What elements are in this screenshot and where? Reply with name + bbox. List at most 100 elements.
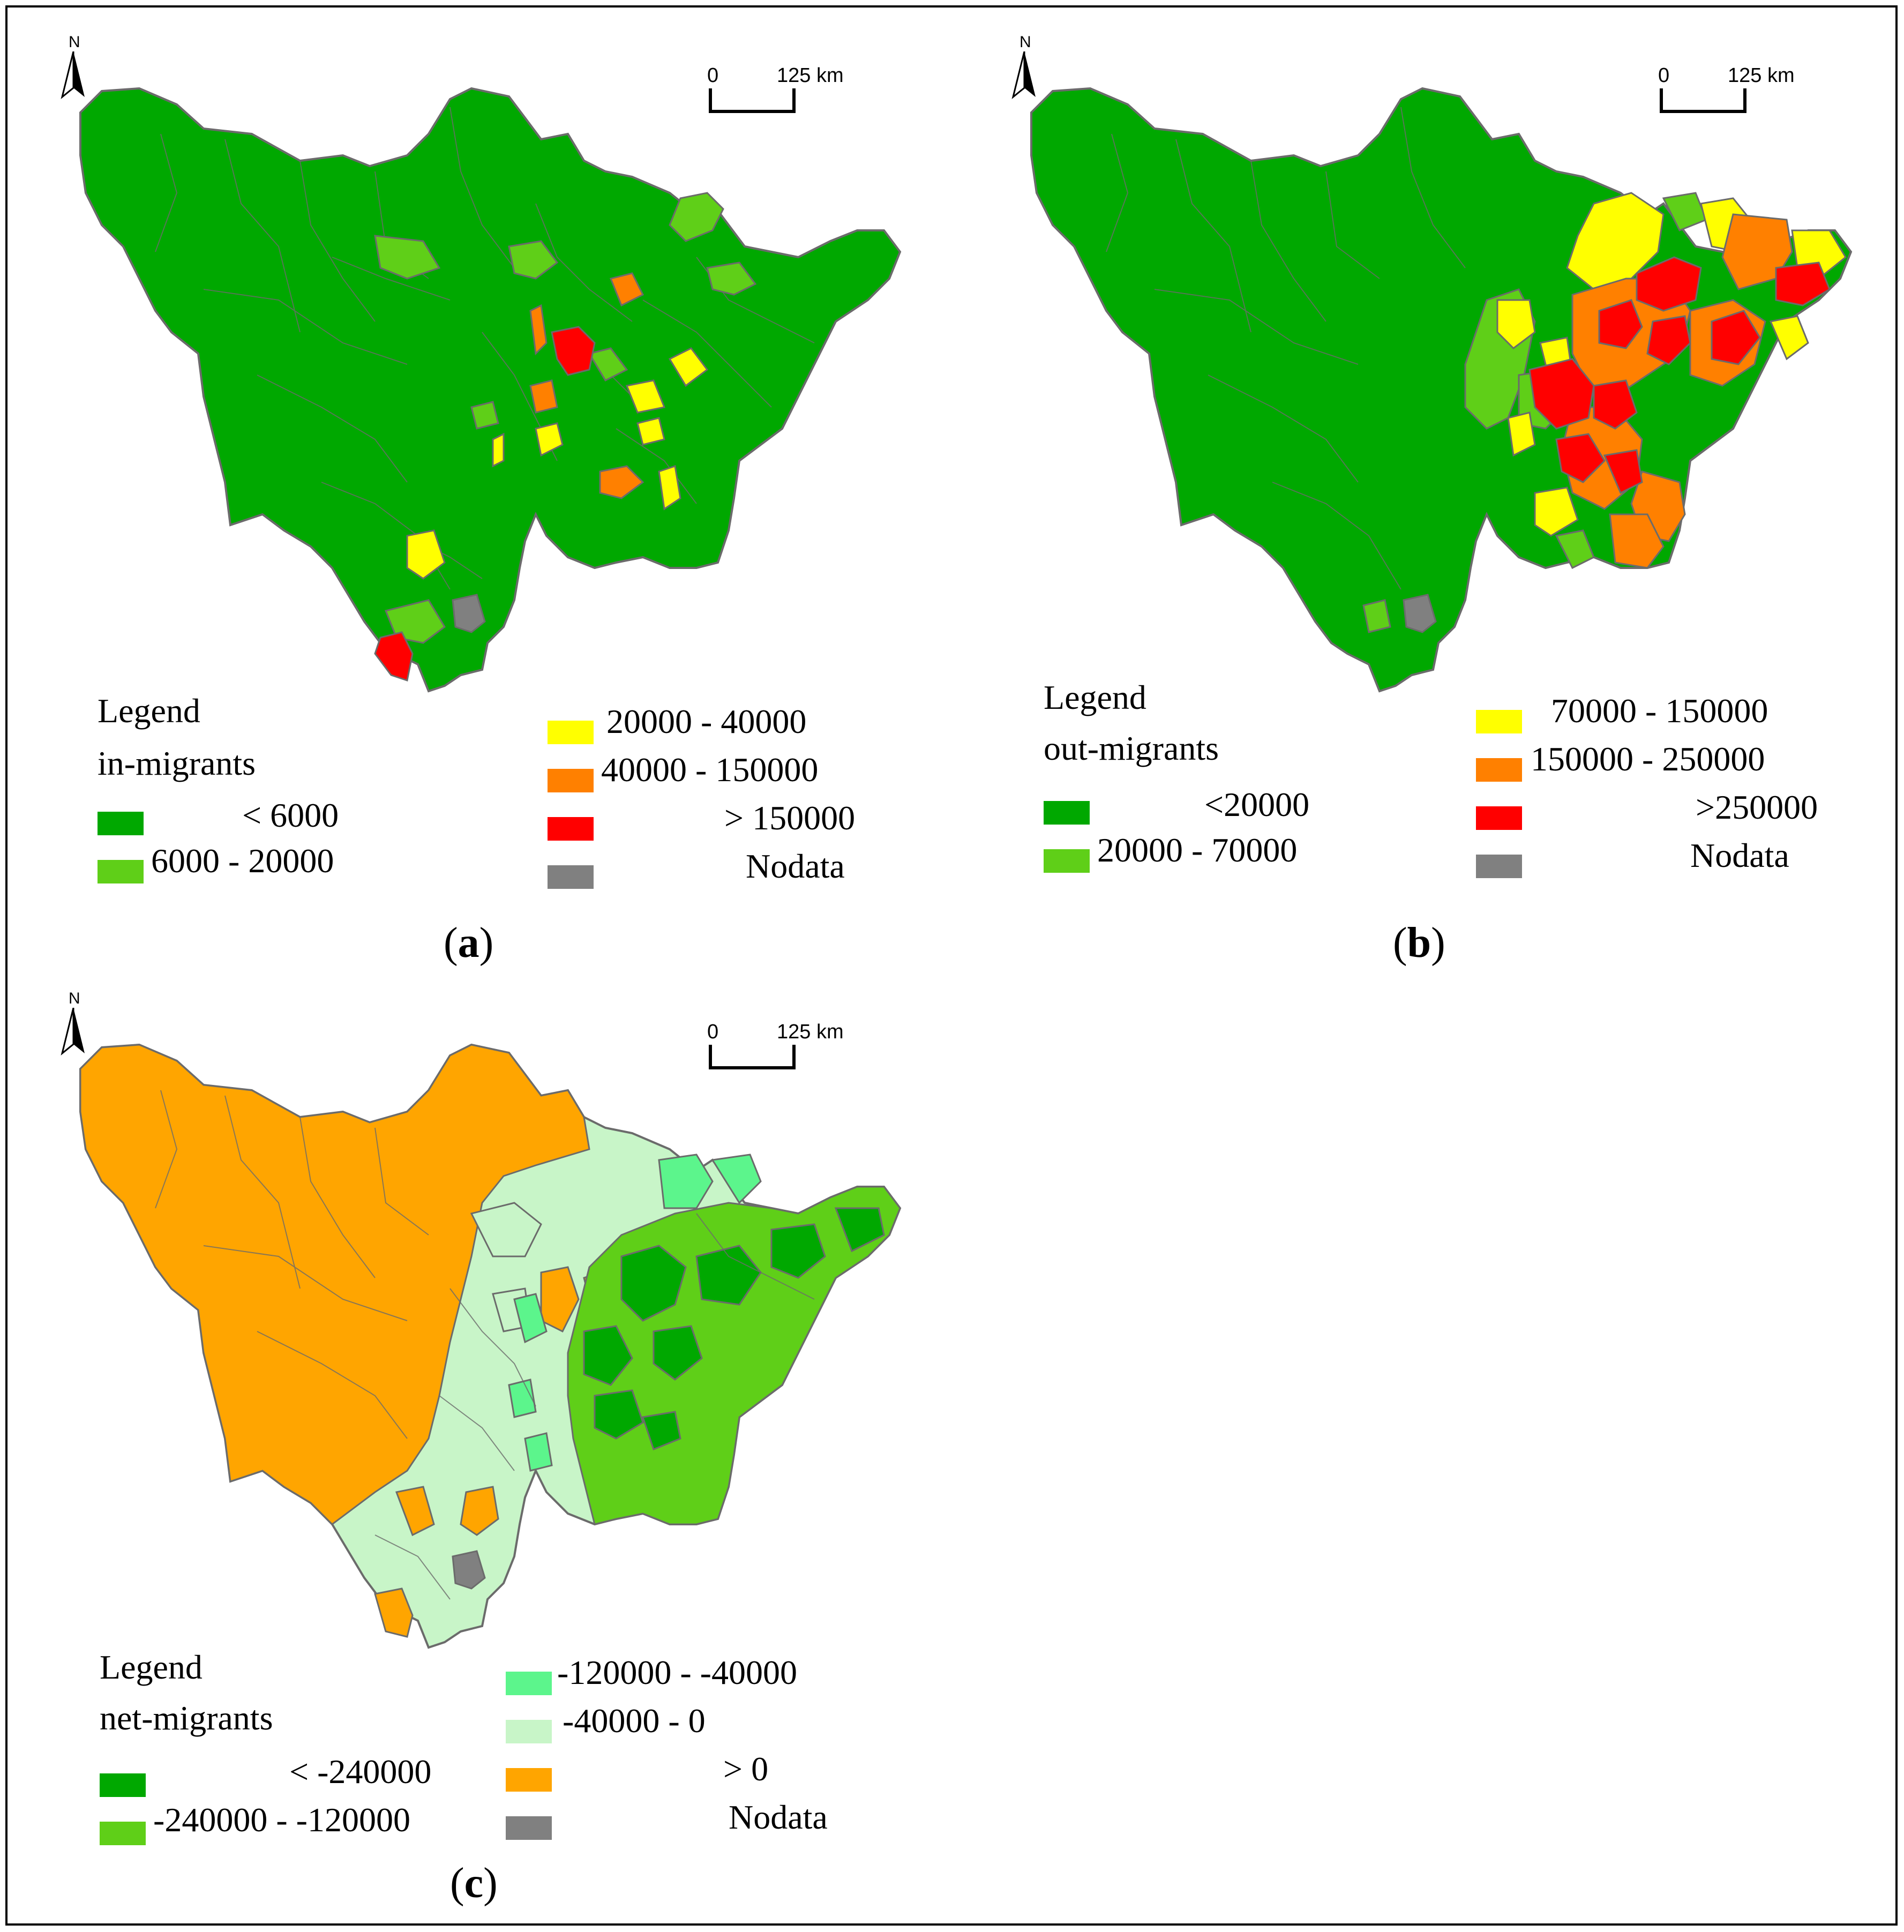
district-orange — [529, 379, 558, 414]
panel-caption: (c) — [450, 1860, 498, 1907]
north-label: N — [1020, 33, 1031, 51]
scale-distance: 125 km — [777, 64, 844, 87]
legend-swatch — [1476, 855, 1522, 878]
district-orange — [529, 304, 548, 356]
district-net-pale — [470, 1202, 542, 1257]
legend-label: 6000 - 20000 — [151, 842, 334, 880]
district-orange — [599, 465, 644, 499]
choropleth-classes — [374, 192, 757, 682]
legend-swatch — [506, 1720, 552, 1743]
scale-zero: 0 — [1658, 64, 1670, 87]
legend-swatch — [1044, 849, 1090, 873]
district-dark-green — [594, 1389, 644, 1440]
legend-heading: Legend — [100, 1648, 203, 1686]
panel-net-migrants: N 0 125 km Legend net-migrants < -240000… — [0, 956, 948, 1907]
legend-swatch — [548, 817, 594, 841]
district-dark-green — [695, 1245, 762, 1306]
legend-swatch — [548, 721, 594, 744]
legend-swatch — [506, 1816, 552, 1840]
district-yellow — [1507, 411, 1536, 457]
district-net-mint — [513, 1293, 548, 1344]
district-nodata — [1403, 594, 1437, 633]
legend-swatch — [506, 1672, 552, 1695]
district-red — [1528, 358, 1595, 430]
panel-in-migrants: N 0 125 km Legend in-migrants < 6000 600… — [0, 0, 948, 967]
legend-swatch — [1476, 806, 1522, 830]
district-positive — [374, 1587, 414, 1638]
legend-swatch — [548, 769, 594, 792]
district-positive — [395, 1486, 435, 1537]
scale-zero: 0 — [707, 64, 719, 87]
legend-variable: out-migrants — [1044, 729, 1219, 767]
district-positive — [79, 1044, 590, 1525]
scale-bar: 0 125 km — [707, 1021, 844, 1080]
district-light-green — [470, 401, 499, 430]
legend-label: >250000 — [1696, 788, 1818, 826]
district-red — [1603, 449, 1643, 495]
map-out-migrants — [1030, 87, 1853, 693]
scale-bar: 0 125 km — [707, 64, 844, 123]
legend-label: 70000 - 150000 — [1551, 692, 1768, 730]
north-arrow: N — [58, 33, 90, 103]
district-dark-green — [770, 1223, 826, 1279]
district-light-green — [669, 192, 724, 242]
district-orange — [609, 272, 644, 307]
district-dark-green — [834, 1207, 885, 1253]
district-yellow — [1496, 299, 1536, 349]
legend-label: < -240000 — [289, 1753, 432, 1791]
legend-swatch — [548, 865, 594, 889]
panel-caption: (b) — [1393, 919, 1445, 967]
legend-label: 40000 - 150000 — [601, 751, 819, 789]
legend-swatch — [98, 860, 144, 883]
district-red — [1711, 310, 1761, 365]
legend-swatch — [1044, 801, 1090, 825]
legend-label: -40000 - 0 — [563, 1702, 706, 1740]
district-red — [1598, 299, 1643, 349]
district-red — [1646, 315, 1691, 365]
north-label: N — [69, 33, 80, 51]
legend-label: -240000 - -120000 — [153, 1801, 410, 1839]
district-yellow — [1769, 315, 1809, 361]
district-yellow — [535, 422, 564, 457]
scale-bar-line — [709, 88, 796, 113]
legend-label: 20000 - 40000 — [606, 702, 807, 740]
district-red — [1775, 261, 1831, 306]
map-in-migrants — [79, 87, 902, 693]
province-outline — [79, 87, 902, 693]
district-dark-green — [583, 1325, 633, 1386]
county-boundaries — [155, 1090, 815, 1600]
legend-label: Nodata — [746, 847, 845, 885]
legend-swatch — [1476, 710, 1522, 733]
panel-out-migrants: N 0 125 km Legend out-migrants <20000 20… — [951, 0, 1899, 967]
district-net-mint — [658, 1154, 714, 1209]
district-yellow — [406, 529, 446, 580]
legend-variable: net-migrants — [100, 1699, 273, 1737]
district-yellow — [1534, 486, 1579, 537]
map-net-migrants — [79, 1043, 902, 1649]
legend-swatch — [100, 1773, 146, 1797]
legend-label: > 0 — [723, 1750, 769, 1788]
scale-distance: 125 km — [1728, 64, 1795, 87]
region-base — [1030, 87, 1853, 693]
legend-label: -120000 - -40000 — [557, 1653, 797, 1691]
district-light-green — [1555, 529, 1595, 570]
district-yellow — [492, 432, 505, 468]
scale-zero: 0 — [707, 1021, 719, 1043]
district-red — [1555, 433, 1606, 483]
district-yellow — [636, 417, 665, 446]
district-dark-green — [642, 1411, 681, 1450]
legend-swatch — [1476, 758, 1522, 782]
legend-label: 150000 - 250000 — [1531, 740, 1765, 778]
district-light-green — [706, 261, 757, 296]
scale-bar-line — [709, 1045, 796, 1069]
legend-heading: Legend — [1044, 678, 1146, 716]
panel-caption: (a) — [444, 919, 494, 967]
district-orange — [1609, 513, 1665, 569]
district-red — [1593, 379, 1638, 430]
district-light-green — [1362, 599, 1391, 633]
district-net-mint — [524, 1432, 553, 1472]
scale-bar: 0 125 km — [1658, 64, 1795, 123]
north-label: N — [69, 990, 80, 1007]
legend-swatch — [100, 1822, 146, 1845]
legend-swatch — [506, 1768, 552, 1792]
